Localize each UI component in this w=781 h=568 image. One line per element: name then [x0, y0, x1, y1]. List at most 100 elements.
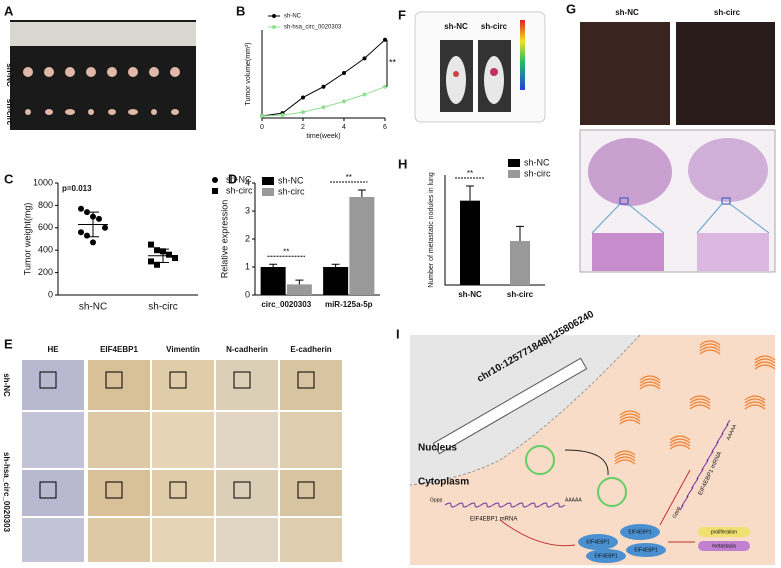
- y-tick-label: 3: [245, 205, 250, 215]
- legend-swatch: [272, 14, 276, 18]
- zoom-image: [592, 233, 664, 271]
- image-label: sh-circ: [481, 22, 508, 31]
- y-tick-label: 400: [38, 245, 53, 255]
- ihc-image: [216, 470, 278, 516]
- y-axis-label: Number of metastatic nodules in lung: [428, 172, 435, 288]
- legend-label: sh-circ: [226, 185, 253, 195]
- x-tick-label: sh-circ: [507, 290, 534, 299]
- zoom-image: [697, 233, 769, 271]
- column-header: N-cadherin: [226, 345, 268, 354]
- point: [154, 247, 160, 254]
- ihc-image: [152, 412, 214, 468]
- zoom-box: [169, 371, 187, 389]
- point: [321, 84, 326, 89]
- tumor: [107, 67, 117, 77]
- zoom-box: [233, 481, 251, 499]
- point: [166, 251, 172, 258]
- panel-letter: H: [398, 156, 407, 171]
- lung-photo: [676, 22, 775, 125]
- mirna: [689, 398, 711, 404]
- ihc-image: [88, 412, 150, 468]
- compartment-label: Cytoplasm: [418, 477, 469, 488]
- ihc-image: [22, 470, 84, 516]
- point: [342, 99, 346, 104]
- mirna: [614, 459, 636, 465]
- ihc-image: [216, 518, 278, 562]
- legend-swatch: [212, 188, 218, 194]
- zoom-lines: [591, 203, 770, 234]
- x-tick-label: miR-125a-5p: [325, 300, 373, 309]
- protein-label: EIF4EBP1: [634, 547, 658, 553]
- point: [260, 114, 264, 119]
- tumor: [65, 109, 75, 115]
- axes: [57, 183, 198, 296]
- ihc-image: [152, 518, 214, 562]
- zoom-box: [39, 371, 57, 389]
- y-tick-label: 200: [38, 267, 53, 277]
- cap: Gppp: [430, 497, 442, 503]
- error-bar: [516, 225, 524, 241]
- mirna: [754, 358, 776, 364]
- ihc-grid: [22, 360, 342, 562]
- legend-label: sh-NC: [524, 157, 550, 167]
- mirna: [699, 340, 721, 346]
- x-tick-label: circ_0020303: [261, 300, 311, 309]
- row-label: sh-NC: [5, 63, 14, 87]
- sd-bar: [87, 211, 99, 238]
- tumor: [170, 67, 180, 77]
- inhibit: [659, 469, 691, 526]
- mirna: [614, 453, 636, 459]
- ihc-image: [216, 412, 278, 468]
- ihc-image: [280, 470, 342, 516]
- protein-label: EIF4EBP1: [586, 539, 610, 545]
- mrna: [444, 502, 566, 508]
- y-tick-label: 2: [245, 233, 250, 243]
- tumor: [151, 109, 157, 115]
- bar: [349, 197, 375, 295]
- point: [172, 255, 178, 262]
- mrna: [679, 419, 731, 511]
- signal: [490, 68, 498, 76]
- nucleus: [410, 335, 640, 485]
- lung-photo: [580, 22, 670, 125]
- point: [301, 110, 305, 115]
- zoom-box: [105, 371, 123, 389]
- zoom-box: [619, 197, 629, 205]
- protein: [620, 524, 660, 540]
- tumor: [108, 109, 116, 115]
- point: [148, 241, 154, 248]
- error-bar: [357, 189, 366, 197]
- bar: [323, 267, 349, 295]
- protein: [578, 534, 618, 550]
- mirna: [699, 346, 721, 352]
- mirna: [744, 401, 766, 407]
- point: [301, 95, 305, 100]
- ihc-image: [88, 470, 150, 516]
- error-bar: [331, 263, 340, 267]
- ihc-image: [280, 360, 342, 410]
- mirna: [669, 438, 691, 444]
- mouse: [484, 56, 504, 104]
- mirna: [754, 361, 776, 367]
- x-tick-label: sh-NC: [458, 290, 482, 299]
- x-tick-label: sh-NC: [79, 302, 107, 313]
- mirna: [614, 456, 636, 462]
- row-label: sh-hsa_circ_0020303: [2, 452, 11, 533]
- legend-swatch: [508, 159, 520, 167]
- tumor: [128, 67, 138, 77]
- legend-label: sh-NC: [284, 14, 302, 20]
- zoom-box: [233, 371, 251, 389]
- annotation: p=0.013: [62, 184, 92, 193]
- panel-letter: E: [4, 336, 13, 351]
- column-header: E-cadherin: [290, 345, 331, 354]
- y-axis-label: Tumor volume(mm³): [245, 42, 252, 105]
- panel-letter: A: [4, 3, 14, 18]
- arrow: [499, 519, 695, 547]
- point: [362, 56, 367, 61]
- annotation: **: [346, 173, 352, 182]
- mirna: [744, 404, 766, 410]
- tumor: [171, 109, 179, 115]
- y-axis-label: Relative expression: [219, 200, 229, 279]
- tumor: [88, 109, 94, 115]
